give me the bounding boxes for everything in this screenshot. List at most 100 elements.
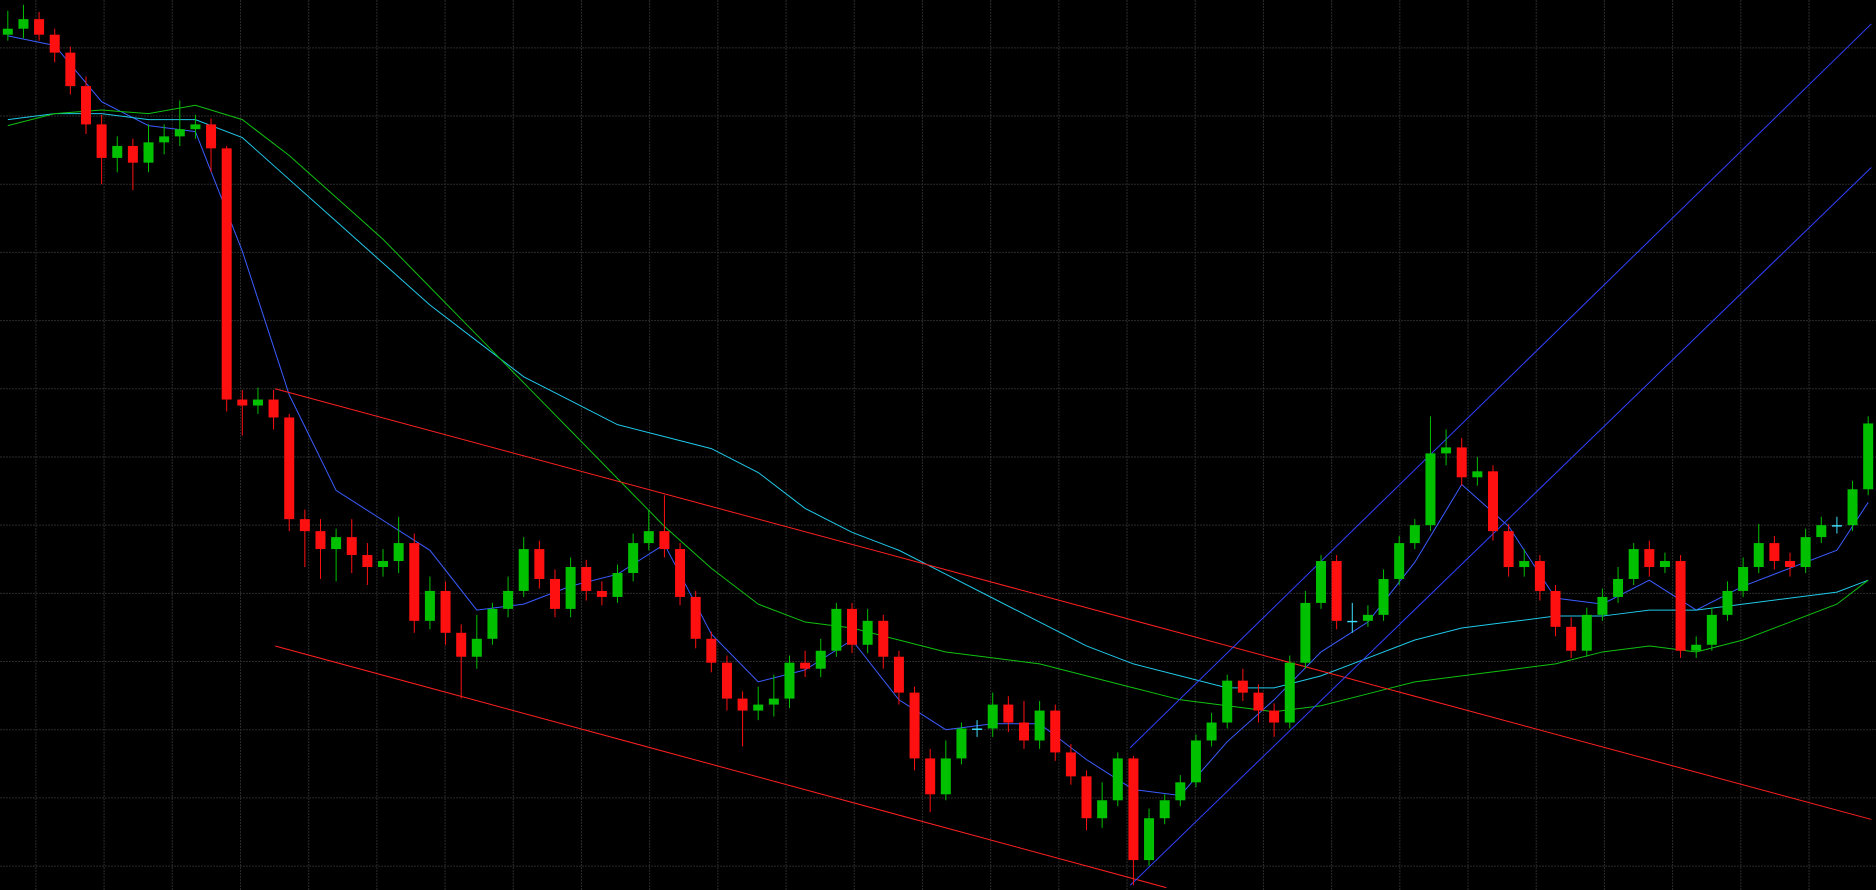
candle-body — [784, 662, 795, 699]
overlay-line — [8, 114, 1868, 688]
candle-body — [2, 28, 13, 35]
candle-body — [987, 704, 998, 729]
candle-body — [1738, 567, 1749, 591]
candle-body — [424, 590, 435, 621]
candle-body — [1472, 471, 1483, 478]
overlay-line — [275, 646, 1166, 888]
candle-body — [393, 543, 404, 562]
candle-body — [831, 608, 842, 651]
candle-body — [643, 531, 654, 544]
candle-body — [440, 590, 451, 633]
candle-body — [96, 124, 107, 158]
candle-body — [206, 124, 217, 149]
candle-body — [1722, 590, 1733, 615]
candle-body — [1456, 447, 1467, 478]
candle-body — [972, 728, 983, 730]
candle-body — [1003, 704, 1014, 723]
candle-body — [1269, 710, 1280, 723]
candle-body — [1706, 614, 1717, 645]
candle-body — [1863, 423, 1874, 490]
candle-body — [1112, 758, 1123, 801]
candle-body — [127, 145, 138, 163]
candle-body — [1675, 561, 1686, 651]
candle-body — [659, 531, 670, 550]
candle-body — [800, 662, 811, 669]
candle-body — [1550, 590, 1561, 627]
candle-body — [549, 578, 560, 609]
candle-body — [80, 86, 91, 125]
candle-body — [596, 590, 607, 597]
candle-body — [1097, 800, 1108, 819]
candles — [2, 5, 1874, 885]
candle-body — [1597, 596, 1608, 615]
candle-body — [1316, 561, 1327, 603]
candle-body — [237, 399, 248, 406]
candle-body — [1081, 776, 1092, 819]
candle-body — [1128, 758, 1139, 861]
candle-body — [737, 698, 748, 711]
candle-body — [1753, 543, 1764, 568]
overlays — [8, 24, 1871, 888]
candle-body — [1159, 800, 1170, 819]
candle-body — [1144, 818, 1155, 861]
candle-body — [503, 590, 514, 609]
candle-body — [893, 656, 904, 693]
candle-body — [1534, 561, 1545, 591]
candle-body — [675, 549, 686, 597]
candle-body — [1769, 543, 1780, 562]
candle-body — [159, 136, 170, 143]
overlay-line — [1130, 167, 1871, 885]
candle-body — [65, 52, 76, 87]
candle-body — [753, 704, 764, 711]
candle-body — [690, 596, 701, 639]
candle-body — [862, 620, 873, 645]
candle-body — [612, 572, 623, 597]
candle-body — [299, 519, 310, 532]
candle-body — [518, 549, 529, 591]
candle-body — [471, 638, 482, 657]
candle-body — [925, 758, 936, 795]
candle-body — [174, 129, 185, 137]
overlay-line — [8, 36, 1868, 796]
candle-body — [18, 19, 29, 29]
candle-body — [268, 399, 279, 418]
candle-body — [362, 555, 373, 568]
candle-body — [346, 537, 357, 556]
candle-body — [34, 19, 45, 35]
candle-body — [1362, 614, 1373, 621]
candle-body — [1425, 453, 1436, 526]
candle-body — [49, 34, 60, 53]
candle-body — [815, 650, 826, 669]
candle-body — [1831, 525, 1842, 527]
candle-body — [1613, 578, 1624, 597]
candle-body — [1237, 680, 1248, 693]
candle-body — [1190, 740, 1201, 783]
candle-body — [487, 608, 498, 639]
candle-body — [315, 531, 326, 550]
candle-body — [1847, 489, 1858, 526]
candle-body — [1018, 722, 1029, 741]
candle-body — [1628, 549, 1639, 579]
candle-body — [1284, 662, 1295, 723]
candle-body — [221, 148, 232, 400]
candle-body — [1378, 578, 1389, 615]
candle-body — [284, 417, 295, 520]
candle-body — [190, 124, 201, 130]
candle-body — [706, 638, 717, 663]
candle-body — [628, 543, 639, 573]
candle-body — [940, 758, 951, 795]
candle-body — [1050, 710, 1061, 753]
overlay-line — [1130, 24, 1871, 748]
candle-body — [1519, 561, 1530, 568]
candle-body — [1566, 626, 1577, 651]
candle-body — [534, 549, 545, 579]
candle-body — [1691, 644, 1702, 651]
candle-body — [1785, 561, 1796, 568]
overlay-line — [8, 105, 1868, 711]
candle-body — [878, 620, 889, 657]
overlay-line — [275, 389, 1871, 820]
